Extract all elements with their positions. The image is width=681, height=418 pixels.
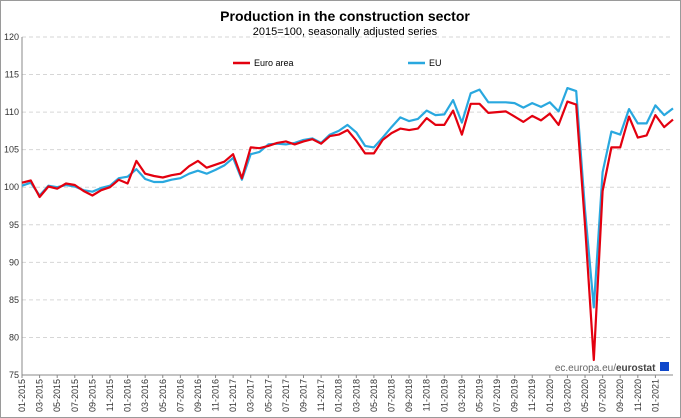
chart-subtitle: 2015=100, seasonally adjusted series	[253, 26, 438, 38]
chart-title: Production in the construction sector	[220, 8, 470, 24]
x-tick-label-07-2018: 07-2018	[386, 379, 396, 412]
x-axis: 01-2015 03-2015 05-2015 07-2015 09-2015 11-20…	[17, 374, 673, 412]
x-tick-label-09-2019: 09-2019	[510, 379, 520, 412]
y-tick-label-90: 90	[9, 257, 19, 267]
y-tick-label-120: 120	[4, 32, 19, 42]
source-brand: eurostat	[616, 363, 656, 374]
source-prefix: ec.europa.eu/	[555, 363, 616, 374]
x-tick-label-05-2017: 05-2017	[263, 379, 273, 412]
y-tick-label-95: 95	[9, 220, 19, 230]
y-tick-label-85: 85	[9, 295, 19, 305]
gridlines	[22, 36, 673, 376]
y-tick-label-80: 80	[9, 332, 19, 342]
y-axis: 75 80 85 90 95 100 105 110 115 120	[4, 32, 23, 380]
x-tick-label-11-2020: 11-2020	[633, 379, 643, 411]
x-tick-label-01-2020: 01-2020	[545, 379, 555, 412]
legend-label-eu: EU	[429, 58, 442, 68]
x-tick-label-05-2015: 05-2015	[52, 379, 62, 412]
y-tick-label-110: 110	[5, 107, 19, 117]
x-tick-label-05-2018: 05-2018	[369, 379, 379, 412]
x-tick-label-07-2017: 07-2017	[281, 379, 291, 412]
series-line-eu	[21, 86, 674, 309]
legend-label-euro-area: Euro area	[254, 58, 294, 68]
x-tick-label-07-2016: 07-2016	[175, 379, 185, 412]
x-tick-label-09-2017: 09-2017	[299, 379, 309, 412]
x-tick-label-09-2020: 09-2020	[615, 379, 625, 412]
x-tick-label-09-2016: 09-2016	[193, 379, 203, 412]
x-tick-label-01-2017: 01-2017	[228, 379, 238, 412]
legend: Euro area EU	[233, 58, 442, 68]
x-tick-label-09-2015: 09-2015	[87, 379, 97, 412]
series-lines	[21, 86, 674, 362]
x-tick-label-07-2019: 07-2019	[492, 379, 502, 412]
x-tick-label-07-2020: 07-2020	[598, 379, 608, 412]
eu-flag-icon	[660, 362, 669, 371]
x-tick-label-03-2015: 03-2015	[35, 379, 45, 412]
y-tick-label-75: 75	[9, 370, 19, 380]
y-tick-label-100: 100	[4, 182, 19, 192]
x-tick-label-11-2017: 11-2017	[316, 379, 326, 411]
x-tick-label-03-2016: 03-2016	[140, 379, 150, 412]
x-tick-label-03-2019: 03-2019	[457, 379, 467, 412]
x-tick-label-11-2019: 11-2019	[527, 379, 537, 411]
x-tick-label-01-2015: 01-2015	[17, 379, 27, 412]
x-tick-label-05-2019: 05-2019	[474, 379, 484, 412]
x-tick-label-11-2016: 11-2016	[211, 379, 221, 411]
x-tick-label-11-2015: 11-2015	[105, 379, 115, 411]
x-tick-label-01-2019: 01-2019	[439, 379, 449, 412]
y-tick-label-105: 105	[4, 145, 19, 155]
x-tick-label-05-2016: 05-2016	[158, 379, 168, 412]
x-tick-label-01-2018: 01-2018	[334, 379, 344, 412]
x-tick-label-03-2018: 03-2018	[351, 379, 361, 412]
x-tick-label-03-2017: 03-2017	[246, 379, 256, 412]
x-tick-label-01-2021: 01-2021	[650, 379, 660, 412]
x-tick-label-05-2020: 05-2020	[580, 379, 590, 412]
x-tick-label-03-2020: 03-2020	[562, 379, 572, 412]
source-credit: ec.europa.eu/ eurostat	[555, 362, 669, 374]
series-line-euro-area	[21, 100, 674, 362]
x-tick-label-11-2018: 11-2018	[422, 379, 432, 411]
x-tick-label-09-2018: 09-2018	[404, 379, 414, 412]
x-tick-label-07-2015: 07-2015	[70, 379, 80, 412]
x-tick-label-01-2016: 01-2016	[123, 379, 133, 412]
y-tick-label-115: 115	[5, 70, 19, 80]
